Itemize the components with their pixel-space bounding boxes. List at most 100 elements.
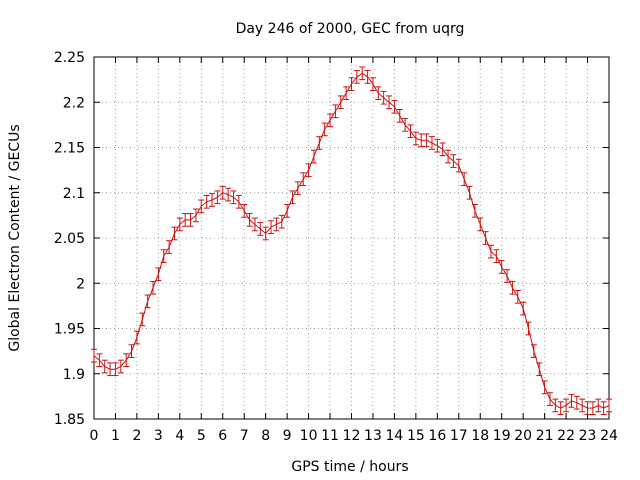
x-tick-label: 21 <box>536 428 554 444</box>
grid <box>94 57 609 419</box>
data-point <box>176 217 183 232</box>
y-tick-label: 2.2 <box>63 95 85 111</box>
data-point <box>91 348 97 363</box>
data-point <box>364 70 371 84</box>
data-point <box>192 208 199 223</box>
data-point <box>203 194 210 209</box>
data-point <box>332 104 339 119</box>
chart-title: Day 246 of 2000, GEC from uqrg <box>236 21 465 37</box>
data-point <box>552 398 559 413</box>
data-point <box>214 190 221 205</box>
data-point <box>412 131 419 146</box>
data-point <box>107 362 114 377</box>
data-point <box>123 353 130 368</box>
x-tick-label: 7 <box>240 428 249 444</box>
data-point <box>133 330 140 345</box>
data-point <box>305 163 312 177</box>
data-point <box>150 280 157 295</box>
data-point <box>278 214 285 229</box>
data-point <box>219 185 226 200</box>
y-tick-label: 2 <box>76 276 85 292</box>
data-point <box>407 124 414 139</box>
data-point <box>348 77 355 91</box>
y-tick-label: 1.95 <box>54 322 85 338</box>
data-point <box>187 213 194 227</box>
data-point <box>509 280 516 295</box>
data-point <box>321 122 328 137</box>
data-point <box>514 289 521 304</box>
x-tick-label: 5 <box>197 428 206 444</box>
data-point <box>466 185 473 200</box>
data-point <box>563 398 570 413</box>
x-tick-label: 24 <box>600 428 618 444</box>
data-point <box>439 142 446 157</box>
data-point <box>166 240 173 254</box>
x-tick-label: 16 <box>428 428 446 444</box>
data-point <box>327 113 334 128</box>
data-point <box>316 136 323 150</box>
data-point <box>246 213 253 227</box>
data-point <box>445 149 452 164</box>
data-point <box>198 199 205 214</box>
x-tick-label: 3 <box>154 428 163 444</box>
x-tick-label: 8 <box>261 428 270 444</box>
data-point <box>487 244 494 259</box>
data-point <box>380 90 387 105</box>
x-tick-label: 23 <box>579 428 597 444</box>
data-point <box>423 133 430 148</box>
data-point <box>450 154 457 168</box>
data-point <box>171 226 178 241</box>
data-point <box>139 312 146 327</box>
axis-ticks: 0 1 2 3 4 5 6 7 8 9 10 11 12 13 14 15 16 17 18 19 20 21 22 23 24… <box>54 50 618 444</box>
data-point <box>391 99 398 114</box>
data-point <box>568 394 575 408</box>
data-point <box>530 344 537 358</box>
data-series <box>91 66 612 415</box>
x-tick-label: 9 <box>283 428 292 444</box>
x-tick-label: 10 <box>300 428 318 444</box>
x-tick-label: 13 <box>364 428 382 444</box>
data-point <box>155 267 162 282</box>
data-point <box>353 70 360 84</box>
data-point <box>289 190 296 205</box>
x-tick-label: 19 <box>493 428 511 444</box>
data-point <box>584 401 591 415</box>
data-point <box>144 294 151 309</box>
data-point <box>337 95 344 110</box>
data-point <box>396 108 403 123</box>
data-point <box>504 269 511 283</box>
data-point <box>573 395 580 410</box>
data-point <box>112 362 119 377</box>
y-axis-label: Global Electron Content / GECUs <box>7 124 23 351</box>
data-point <box>369 77 376 91</box>
y-tick-label: 2.1 <box>63 186 85 202</box>
data-point <box>477 217 484 232</box>
x-tick-label: 12 <box>343 428 361 444</box>
data-point <box>284 204 291 218</box>
data-point <box>546 392 553 406</box>
data-point <box>230 190 237 205</box>
x-tick-label: 15 <box>407 428 425 444</box>
data-point <box>461 172 468 187</box>
data-point <box>579 398 586 413</box>
x-tick-label: 2 <box>132 428 141 444</box>
data-point <box>541 380 548 395</box>
data-point <box>498 260 505 274</box>
data-point <box>402 118 409 132</box>
data-point <box>209 193 216 207</box>
x-tick-label: 4 <box>175 428 184 444</box>
y-tick-label: 2.25 <box>54 50 85 66</box>
data-point <box>525 321 532 336</box>
data-point <box>536 362 543 377</box>
data-point <box>589 401 596 415</box>
x-tick-label: 0 <box>90 428 99 444</box>
data-point <box>471 204 478 218</box>
data-point <box>343 86 350 101</box>
data-point <box>434 138 441 153</box>
data-point <box>595 398 602 413</box>
data-point <box>418 133 425 148</box>
data-point <box>182 213 189 227</box>
data-point <box>455 158 462 173</box>
y-tick-label: 1.9 <box>63 367 85 383</box>
